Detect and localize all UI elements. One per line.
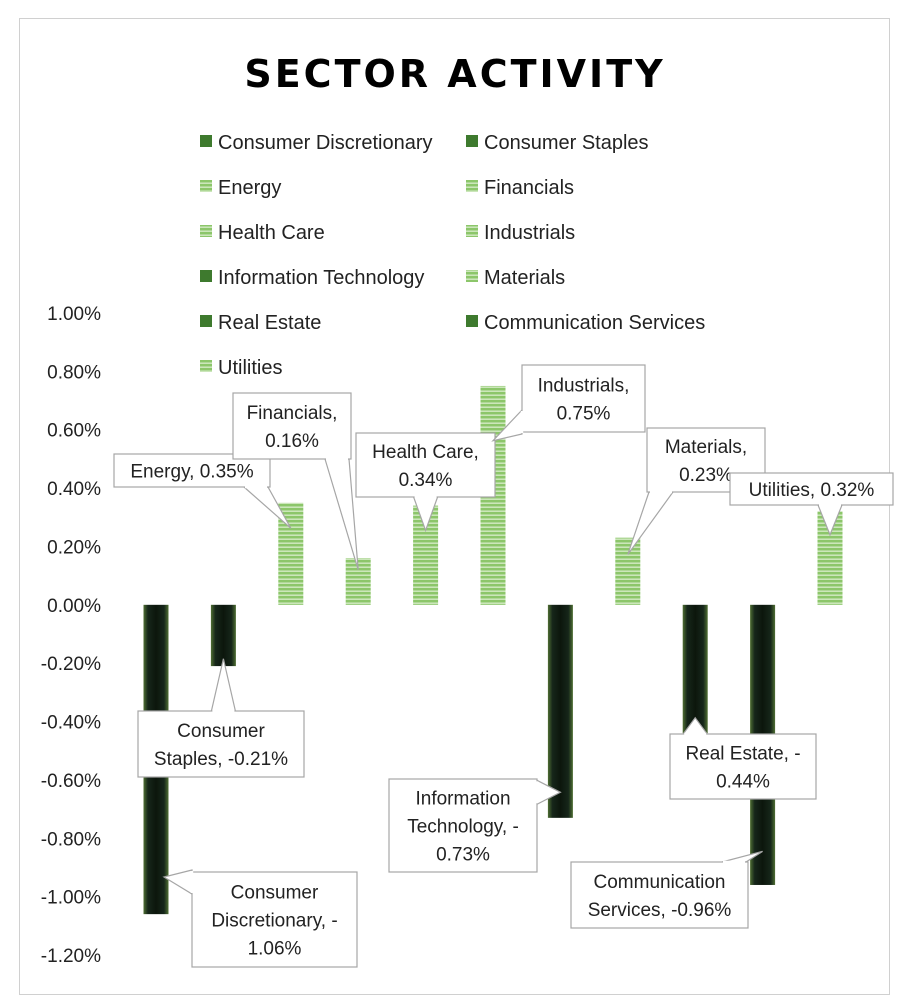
data-label-consumer-discretionary: Consumer Discretionary, - 1.06% bbox=[162, 869, 358, 968]
legend-item-consumer-discretionary: Consumer Discretionary bbox=[200, 132, 433, 154]
legend-swatch bbox=[200, 225, 212, 237]
legend-label: Real Estate bbox=[218, 312, 321, 334]
legend-label: Health Care bbox=[218, 222, 325, 244]
y-tick-label: -0.40% bbox=[41, 713, 101, 734]
data-label-industrials: Industrials, 0.75% bbox=[491, 364, 646, 442]
y-axis: 1.00% 0.80% 0.60% 0.40% 0.20% 0.00% -0.20% -0.4… bbox=[41, 304, 101, 967]
data-label-text: Utilities, 0.32% bbox=[749, 480, 875, 501]
legend-item-energy: Energy bbox=[200, 177, 281, 199]
y-tick-label: 0.80% bbox=[47, 362, 101, 383]
data-labels: Consumer Discretionary, - 1.06% Consumer Sta… bbox=[113, 364, 894, 968]
bar-real-estate bbox=[682, 604, 708, 734]
legend-label: Communication Services bbox=[484, 312, 705, 334]
data-label-text: Financials, bbox=[247, 403, 338, 424]
y-tick-label: -1.20% bbox=[41, 946, 101, 967]
data-label-text: Consumer bbox=[177, 721, 265, 742]
legend-label: Utilities bbox=[218, 357, 282, 379]
legend-label: Materials bbox=[484, 267, 565, 289]
callout-box bbox=[232, 392, 352, 460]
data-label-consumer-staples: Consumer Staples, -0.21% bbox=[137, 658, 305, 778]
data-label-text: Discretionary, - bbox=[211, 911, 337, 932]
legend-swatch bbox=[200, 270, 212, 282]
data-label-text: Services, -0.96% bbox=[588, 900, 732, 921]
legend-swatch bbox=[466, 315, 478, 327]
chart-title: SECTOR ACTIVITY bbox=[244, 52, 665, 96]
legend-swatch bbox=[200, 360, 212, 372]
legend-item-industrials: Industrials bbox=[466, 222, 575, 244]
data-label-text: 0.75% bbox=[557, 404, 611, 425]
data-label-information-technology: Information Technology, - 0.73% bbox=[388, 778, 562, 873]
y-tick-label: -0.60% bbox=[41, 771, 101, 792]
y-tick-label: 0.00% bbox=[47, 596, 101, 617]
legend-label: Financials bbox=[484, 177, 574, 199]
data-label-text: Industrials, bbox=[538, 376, 630, 397]
y-tick-label: 1.00% bbox=[47, 304, 101, 325]
callout-pointer bbox=[627, 491, 675, 555]
data-label-text: 0.34% bbox=[399, 470, 453, 491]
data-label-text: 0.73% bbox=[436, 845, 490, 866]
callout-pointer bbox=[324, 458, 359, 570]
data-label-text: Materials, bbox=[665, 437, 747, 458]
legend-swatch bbox=[200, 135, 212, 147]
data-label-text: Energy, 0.35% bbox=[130, 462, 253, 483]
legend-swatch bbox=[200, 315, 212, 327]
legend-label: Energy bbox=[218, 177, 281, 199]
legend-swatch bbox=[466, 180, 478, 192]
data-label-text: Consumer bbox=[231, 883, 319, 904]
callout-box bbox=[191, 871, 358, 968]
callout-box bbox=[570, 861, 749, 929]
callout-box bbox=[729, 472, 894, 506]
callout-box bbox=[388, 778, 538, 873]
data-label-text: Health Care, bbox=[372, 442, 479, 463]
legend-item-health-care: Health Care bbox=[200, 222, 325, 244]
data-label-text: Information bbox=[415, 789, 510, 810]
data-label-text: 0.44% bbox=[716, 772, 770, 793]
y-tick-label: -0.80% bbox=[41, 829, 101, 850]
legend-item-real-estate: Real Estate bbox=[200, 312, 321, 334]
legend-label: Consumer Discretionary bbox=[218, 132, 433, 154]
y-tick-label: 0.20% bbox=[47, 537, 101, 558]
data-label-text: Communication bbox=[594, 872, 726, 893]
data-label-text: 0.16% bbox=[265, 431, 319, 452]
legend-item-consumer-staples: Consumer Staples bbox=[466, 132, 649, 154]
data-label-utilities: Utilities, 0.32% bbox=[729, 472, 894, 537]
data-label-text: Real Estate, - bbox=[685, 744, 800, 765]
legend-label: Consumer Staples bbox=[484, 132, 649, 154]
callout-box bbox=[669, 733, 817, 800]
callout-box bbox=[355, 432, 496, 498]
legend-swatch bbox=[466, 225, 478, 237]
bar-information-technology bbox=[547, 604, 573, 818]
legend: Consumer Discretionary Consumer Staples En… bbox=[200, 132, 705, 379]
data-label-text: 1.06% bbox=[248, 939, 302, 960]
callout-pointer bbox=[210, 658, 237, 712]
bar-consumer-staples bbox=[210, 604, 236, 667]
data-label-health-care: Health Care, 0.34% bbox=[355, 432, 496, 533]
callout-box bbox=[521, 364, 646, 433]
y-tick-label: -1.00% bbox=[41, 888, 101, 909]
data-label-real-estate: Real Estate, - 0.44% bbox=[669, 716, 817, 800]
bars bbox=[143, 385, 843, 915]
legend-item-communication-services: Communication Services bbox=[466, 312, 705, 334]
data-label-text: 0.23% bbox=[679, 465, 733, 486]
legend-label: Information Technology bbox=[218, 267, 424, 289]
legend-swatch bbox=[466, 135, 478, 147]
legend-label: Industrials bbox=[484, 222, 575, 244]
y-tick-label: -0.20% bbox=[41, 654, 101, 675]
data-label-text: Technology, - bbox=[407, 817, 519, 838]
data-label-energy: Energy, 0.35% bbox=[113, 453, 292, 529]
bar-materials bbox=[615, 537, 641, 605]
data-label-text: Staples, -0.21% bbox=[154, 749, 288, 770]
legend-swatch bbox=[200, 180, 212, 192]
y-tick-label: 0.60% bbox=[47, 421, 101, 442]
legend-item-financials: Financials bbox=[466, 177, 574, 199]
data-label-communication-services: Communication Services, -0.96% bbox=[570, 850, 763, 929]
legend-item-information-technology: Information Technology bbox=[200, 267, 424, 289]
y-tick-label: 0.40% bbox=[47, 479, 101, 500]
data-label-financials: Financials, 0.16% bbox=[232, 392, 359, 570]
legend-item-materials: Materials bbox=[466, 267, 565, 289]
legend-item-utilities: Utilities bbox=[200, 357, 282, 379]
callout-box bbox=[137, 710, 305, 778]
legend-swatch bbox=[466, 270, 478, 282]
